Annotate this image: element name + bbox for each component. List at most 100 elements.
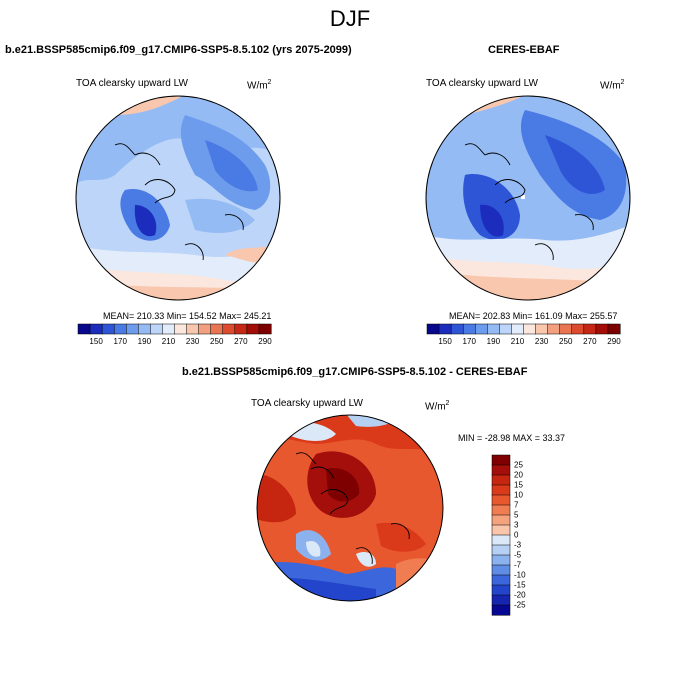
- panel-1-variable: TOA clearsky upward LW: [76, 78, 188, 89]
- panel-3-colorbar-tick-label: -25: [514, 600, 526, 610]
- panel-2-colorbar-swatch: [487, 323, 500, 335]
- panel-1-colorbar-tick-label: 290: [258, 337, 272, 346]
- panel-2-colorbar-ticks: 150 170 190 210 230 250 270 290: [427, 337, 620, 349]
- panel-1-colorbar-swatch: [198, 323, 212, 335]
- panel-2-colorbar-tick-label: 250: [559, 337, 573, 346]
- panel-2-colorbar-swatch: [547, 323, 561, 335]
- panel-2-colorbar-tick-label: 290: [607, 337, 621, 346]
- panel-1-colorbar-swatch: [77, 323, 91, 335]
- panel-2-title: CERES-EBAF: [488, 44, 560, 56]
- panel-2-colorbar-tick-label: 230: [534, 337, 549, 346]
- panel-3-colorbar-tick-label: 7: [514, 500, 519, 510]
- panel-3-colorbar-swatch: [491, 454, 511, 466]
- panel-1-title: b.e21.BSSP585cmip6.f09_g17.CMIP6-SSP5-8.…: [5, 44, 352, 56]
- panel-2-colorbar-swatch: [523, 323, 537, 335]
- panel-3-colorbar-swatch: [491, 584, 511, 596]
- panel-2-variable: TOA clearsky upward LW: [426, 78, 538, 89]
- panel-3-colorbar-swatch: [491, 544, 511, 556]
- panel-2-colorbar-tick-label: 170: [462, 337, 476, 346]
- panel-1-colorbar-tick-label: 250: [210, 337, 224, 346]
- panel-1-colorbar-swatch: [258, 323, 272, 335]
- panel-3-colorbar-swatch: [491, 564, 511, 576]
- panel-3-colorbar-tick-label: 20: [514, 470, 523, 480]
- panel-3-colorbar-swatch: [491, 574, 511, 586]
- panel-1-colorbar-tick-label: 150: [89, 337, 103, 346]
- panel-2-map: [425, 95, 631, 301]
- panel-3-colorbar-swatch: [491, 494, 511, 506]
- panel-2-colorbar-swatch: [499, 323, 512, 335]
- panel-3-colorbar-ticks: 25 20 15 10 7 5 3 0 -3 -5 -7 -10 -15 -20 -25: [514, 455, 544, 615]
- panel-1-stats: MEAN= 210.33 Min= 154.52 Max= 245.21: [103, 311, 272, 321]
- panel-1-colorbar-tick-label: 230: [185, 337, 200, 346]
- panel-3-colorbar-swatch: [491, 474, 511, 486]
- panel-1-colorbar-swatch: [174, 323, 188, 335]
- panel-2-colorbar-tick-label: 190: [486, 337, 501, 346]
- panel-3-stats: MIN = -28.98 MAX = 33.37: [458, 433, 566, 443]
- panel-1-colorbar-ticks: 150 170 190 210 230 250 270 290: [78, 337, 271, 349]
- panel-2-colorbar-swatch: [559, 323, 573, 335]
- panel-1-colorbar-swatch: [246, 323, 260, 335]
- panel-1-colorbar-swatch: [138, 323, 151, 335]
- panel-3-colorbar-swatch: [491, 604, 511, 616]
- panel-2-colorbar-swatch: [426, 323, 440, 335]
- panel-2-stats: MEAN= 202.83 Min= 161.09 Max= 255.57: [449, 311, 618, 321]
- panel-1-units: W/m2: [247, 79, 272, 92]
- panel-3-colorbar-tick-label: -3: [514, 540, 522, 550]
- panel-3-colorbar-tick-label: 5: [514, 510, 519, 520]
- panel-2-colorbar-swatch: [438, 323, 452, 335]
- panel-3-colorbar-swatch: [491, 504, 511, 516]
- panel-1-colorbar-swatch: [101, 323, 115, 335]
- panel-2-colorbar-swatch: [595, 323, 609, 335]
- panel-3-colorbar-tick-label: -15: [514, 580, 526, 590]
- panel-3-title: b.e21.BSSP585cmip6.f09_g17.CMIP6-SSP5-8.…: [182, 366, 528, 378]
- panel-3-colorbar-tick-label: 3: [514, 520, 519, 530]
- panel-3-colorbar-swatch: [491, 514, 511, 526]
- panel-1-colorbar-swatch: [126, 323, 139, 335]
- panel-1-colorbar-tick-label: 170: [113, 337, 127, 346]
- panel-3-map: [256, 414, 444, 602]
- panel-3-colorbar-tick-label: -5: [514, 550, 522, 560]
- panel-2-colorbar-swatch: [462, 323, 476, 335]
- panel-1-colorbar-swatch: [162, 323, 176, 335]
- panel-1-colorbar-swatch: [150, 323, 163, 335]
- panel-3-colorbar-swatch: [491, 464, 511, 476]
- panel-2-units: W/m2: [600, 79, 625, 92]
- panel-2-colorbar-swatch: [511, 323, 525, 335]
- panel-3-colorbar-swatch: [491, 484, 511, 496]
- panel-2-colorbar-swatch: [475, 323, 488, 335]
- panel-2-colorbar-swatch: [535, 323, 549, 335]
- panel-3-colorbar-tick-label: -20: [514, 590, 526, 600]
- panel-3-colorbar-swatch: [491, 534, 511, 546]
- panel-1-colorbar-swatch: [234, 323, 248, 335]
- figure-title: DJF: [329, 6, 371, 31]
- panel-1-colorbar-tick-label: 270: [234, 337, 248, 346]
- panel-3-colorbar-tick-label: -7: [514, 560, 522, 570]
- panel-2-colorbar-swatch: [583, 323, 597, 335]
- panel-1-map: [75, 95, 281, 301]
- panel-1-colorbar-tick-label: 190: [137, 337, 152, 346]
- panel-3-colorbar-tick-label: 0: [514, 530, 519, 540]
- panel-3-colorbar-tick-label: 25: [514, 460, 523, 470]
- panel-3-colorbar-swatch: [491, 554, 511, 566]
- panel-1-colorbar: [77, 323, 272, 335]
- panel-2-colorbar: [426, 323, 621, 335]
- panel-2-colorbar-tick-label: 210: [510, 337, 525, 346]
- panel-2-colorbar-tick-label: 150: [438, 337, 452, 346]
- panel-2-colorbar-swatch: [450, 323, 464, 335]
- panel-3-variable: TOA clearsky upward LW: [251, 398, 363, 409]
- panel-2-colorbar-swatch: [607, 323, 621, 335]
- panel-1-colorbar-swatch: [222, 323, 236, 335]
- panel-3-colorbar-tick-label: 15: [514, 480, 523, 490]
- panel-2-colorbar-tick-label: 270: [583, 337, 597, 346]
- panel-2-colorbar-swatch: [571, 323, 585, 335]
- panel-3-units: W/m2: [425, 400, 450, 413]
- panel-1-colorbar-swatch: [113, 323, 127, 335]
- panel-1-colorbar-swatch: [89, 323, 103, 335]
- panel-3-colorbar-swatch: [491, 594, 511, 606]
- panel-3-colorbar: [491, 454, 511, 616]
- panel-1-colorbar-tick-label: 210: [161, 337, 176, 346]
- panel-1-colorbar-swatch: [186, 323, 200, 335]
- panel-3-colorbar-swatch: [491, 524, 511, 536]
- panel-3-colorbar-tick-label: 10: [514, 490, 523, 500]
- panel-3-colorbar-tick-label: -10: [514, 570, 526, 580]
